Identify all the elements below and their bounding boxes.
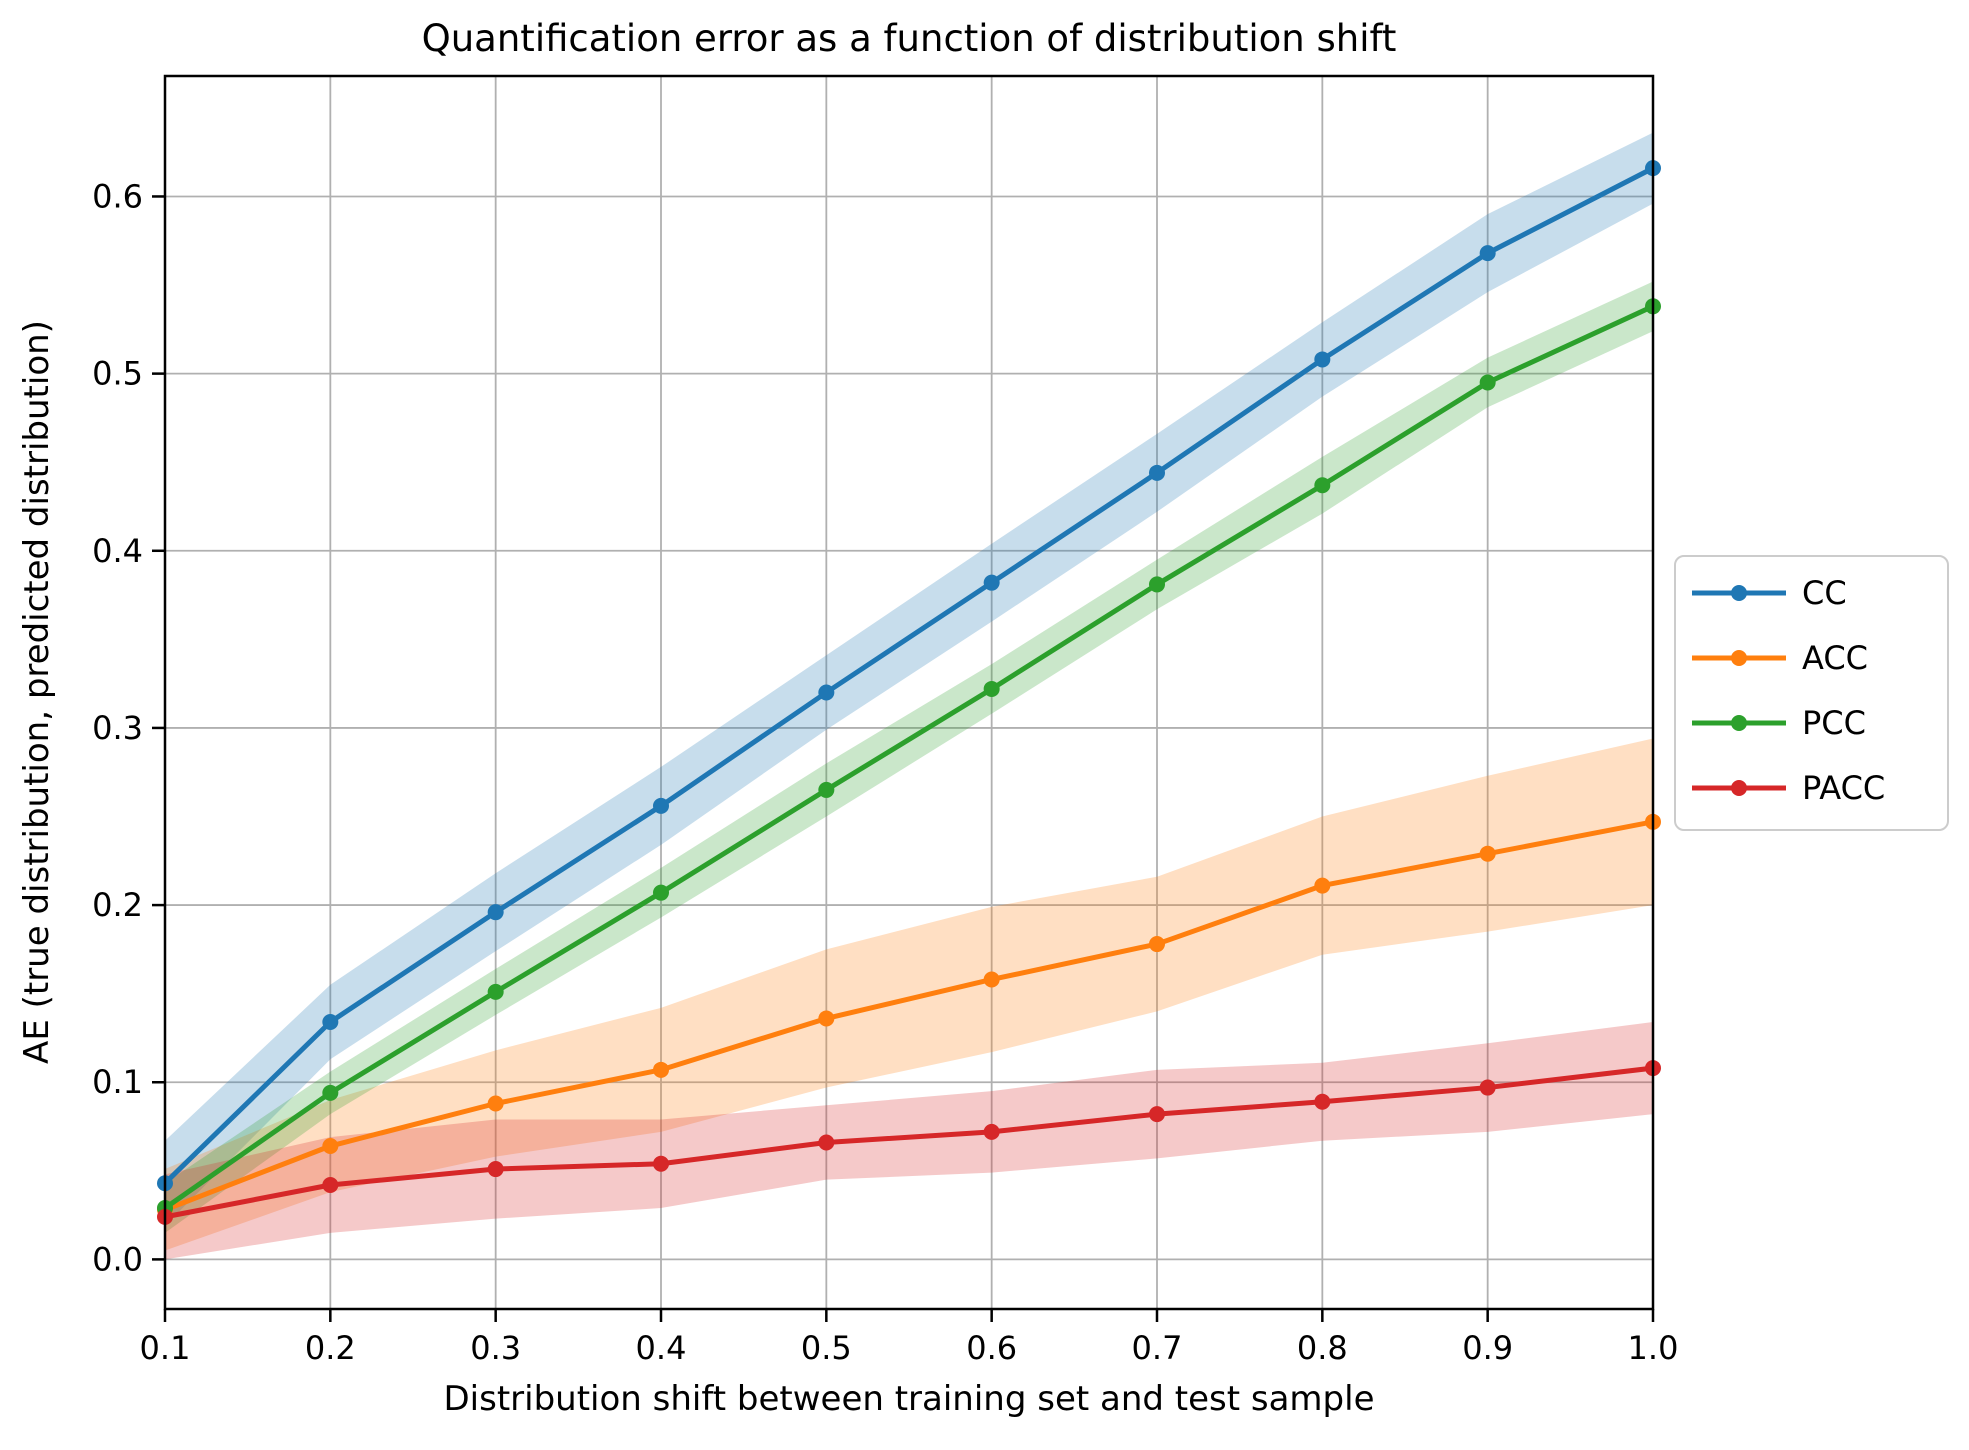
data-point-CC xyxy=(818,684,835,701)
x-tick-label: 0.2 xyxy=(305,1329,356,1367)
data-point-PACC xyxy=(983,1123,1000,1140)
data-point-PACC xyxy=(1479,1079,1496,1096)
legend-label-PCC: PCC xyxy=(1802,704,1866,742)
data-point-PACC xyxy=(818,1134,835,1151)
data-point-PACC xyxy=(1314,1093,1331,1110)
data-point-ACC xyxy=(983,971,1000,988)
legend-sample-marker-ACC xyxy=(1731,650,1747,666)
data-point-PCC xyxy=(653,884,669,901)
legend-sample-marker-PACC xyxy=(1731,780,1747,796)
x-tick-label: 0.8 xyxy=(1297,1329,1348,1367)
data-point-CC xyxy=(1149,464,1165,481)
x-tick-label: 0.3 xyxy=(470,1329,521,1367)
legend-label-PACC: PACC xyxy=(1802,769,1885,807)
y-tick-label: 0.2 xyxy=(92,886,143,924)
data-point-PCC xyxy=(1149,576,1165,593)
data-point-PACC xyxy=(487,1161,504,1178)
data-point-PCC xyxy=(322,1084,339,1101)
data-point-PACC xyxy=(322,1176,339,1193)
x-axis-label: Distribution shift between training set … xyxy=(444,1379,1375,1419)
data-point-CC xyxy=(1479,245,1496,262)
legend-sample-marker-PCC xyxy=(1731,715,1747,731)
data-point-PCC xyxy=(1314,477,1331,494)
x-tick-label: 0.1 xyxy=(140,1329,191,1367)
data-point-CC xyxy=(983,574,1000,591)
chart-title: Quantification error as a function of di… xyxy=(422,17,1397,60)
legend-sample-marker-CC xyxy=(1731,585,1747,601)
y-tick-label: 0.1 xyxy=(92,1063,143,1101)
confidence-band-PCC xyxy=(165,281,1653,1233)
confidence-band-PACC xyxy=(165,1022,1653,1260)
data-point-PCC xyxy=(983,680,1000,697)
x-tick-label: 0.9 xyxy=(1462,1329,1513,1367)
x-tick-label: 0.7 xyxy=(1132,1329,1183,1367)
series-line-CC xyxy=(162,165,1656,1186)
x-tick-label: 0.5 xyxy=(801,1329,852,1367)
data-point-CC xyxy=(1314,351,1331,368)
legend: CC ACC PCC PACC xyxy=(1674,555,1949,831)
y-axis-label: AE (true distribution, predicted distrib… xyxy=(17,320,57,1064)
x-tick-label: 0.6 xyxy=(966,1329,1017,1367)
series-line-ACC xyxy=(162,819,1656,1213)
data-point-CC xyxy=(653,797,669,814)
legend-label-CC: CC xyxy=(1802,574,1847,612)
confidence-bands xyxy=(165,132,1653,1260)
series-lines xyxy=(157,160,1661,1225)
data-point-ACC xyxy=(1479,845,1496,862)
axes-spines-ticks: 0.1 0.2 0.3 0.4 0.5 0.6 0.7 0.8 0.9 1.0 0.0 0.1 0.2 0… xyxy=(92,74,1679,1367)
data-point-PCC xyxy=(818,781,835,798)
data-point-CC xyxy=(322,1014,339,1031)
data-point-ACC xyxy=(653,1061,669,1078)
data-point-ACC xyxy=(818,1010,835,1027)
legend-label-ACC: ACC xyxy=(1802,639,1868,677)
series-line-PCC xyxy=(162,303,1656,1211)
y-tick-label: 0.3 xyxy=(92,709,143,747)
confidence-band-ACC xyxy=(165,738,1653,1251)
data-point-PCC xyxy=(1479,374,1496,391)
y-tick-label: 0.0 xyxy=(92,1240,143,1278)
data-point-PACC xyxy=(653,1155,669,1172)
data-point-PACC xyxy=(1149,1106,1165,1123)
data-point-ACC xyxy=(322,1138,339,1155)
series-line-PACC xyxy=(162,1065,1656,1220)
y-tick-label: 0.4 xyxy=(92,532,143,570)
data-point-CC xyxy=(487,904,504,921)
y-tick-label: 0.5 xyxy=(92,355,143,393)
plot-border xyxy=(163,74,1655,1311)
x-tick-label: 1.0 xyxy=(1628,1329,1679,1367)
data-point-ACC xyxy=(1149,936,1165,953)
x-tick-label: 0.4 xyxy=(636,1329,687,1367)
confidence-band-CC xyxy=(165,132,1653,1226)
data-point-ACC xyxy=(487,1095,504,1112)
y-tick-label: 0.6 xyxy=(92,177,143,215)
legend-box xyxy=(1674,555,1949,831)
data-point-ACC xyxy=(1314,877,1331,894)
data-point-PCC xyxy=(487,983,504,1000)
